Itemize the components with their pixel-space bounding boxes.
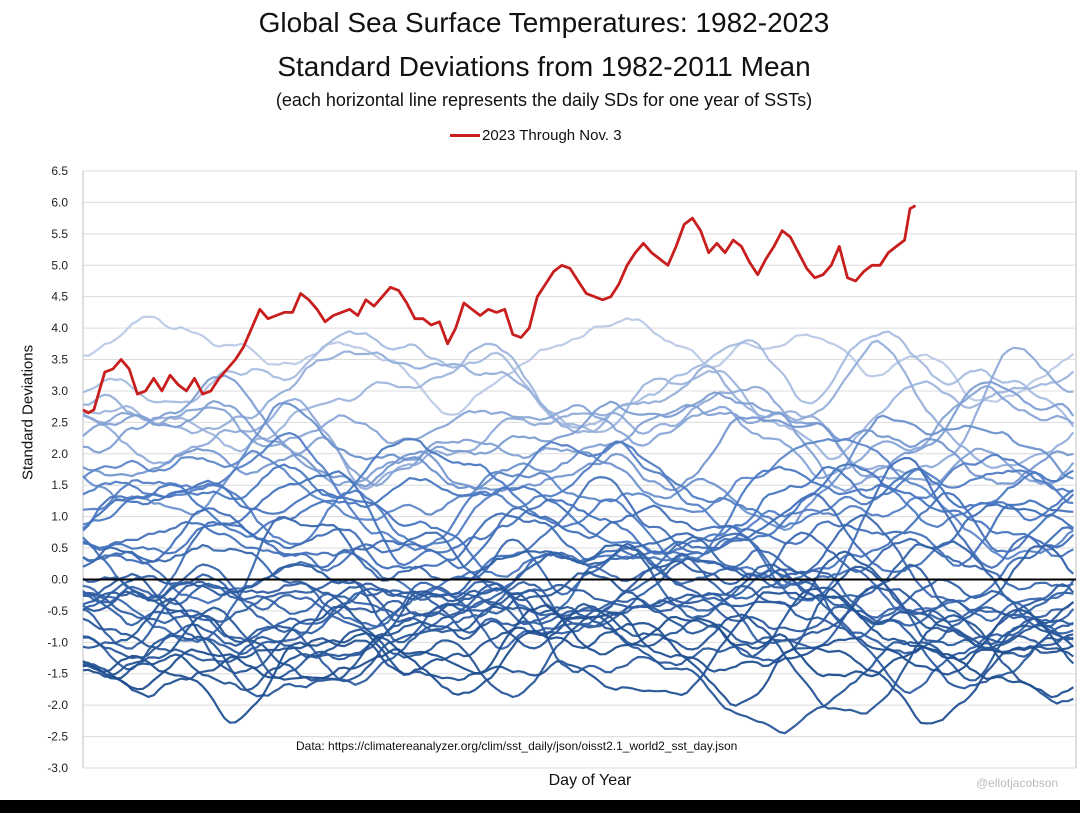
year-series-line [82,580,1074,655]
y-tick-label: 2.5 [51,415,68,429]
y-tick-label: 4.5 [51,290,68,304]
year-series-line [82,385,1074,480]
y-tick-label: 2.0 [51,447,68,461]
y-tick-label: -2.0 [47,698,68,712]
chart-subtitle: Standard Deviations from 1982-2011 Mean [277,51,811,82]
year-series-line [82,611,1074,725]
x-axis-label: Day of Year [548,772,632,789]
year-series-line [82,470,1075,587]
year-series-line [82,330,1075,429]
y-tick-label: -1.0 [47,635,68,649]
legend-label-2023: 2023 Through Nov. 3 [482,127,622,144]
year-series-line [82,402,1074,532]
year-series-line [82,582,1074,690]
year-series-line [82,339,1075,469]
y-tick-label: -3.0 [47,761,68,775]
chart-note: (each horizontal line represents the dai… [275,90,813,110]
year-series-line [82,465,1074,555]
credit: @ellotjacobson [976,776,1059,790]
year-series-line [82,374,1075,487]
y-tick-label: 3.5 [51,353,68,367]
year-series-line [82,431,1074,552]
y-tick-label: 0.0 [51,572,68,586]
chart-title: Global Sea Surface Temperatures: 1982-20… [258,7,830,38]
y-tick-label: 1.5 [51,478,68,492]
year-series-line [82,315,1075,416]
y-tick-label: -2.5 [47,730,68,744]
year-series-line [82,604,1074,699]
y-tick-label: 4.0 [51,321,68,335]
y-tick-label: 1.0 [51,510,68,524]
y-tick-label: -1.5 [47,667,68,681]
year-series-line [82,621,1074,724]
series-2023-line [82,204,917,415]
year-series-line [82,531,1074,628]
y-tick-label: 5.0 [51,258,68,272]
data-source: Data: https://climatereanalyzer.org/clim… [296,739,738,753]
y-axis-label: Standard Deviations [19,344,37,480]
year-series-line [82,550,1074,646]
bottom-bar [0,800,1080,813]
year-series-line [82,416,1074,493]
year-series-line [82,476,1074,597]
legend: 2023 Through Nov. 3 [450,127,622,144]
y-tick-label: 3.0 [51,384,68,398]
y-tick-label: 6.0 [51,195,68,209]
year-series-line [82,586,1074,698]
y-tick-label: 5.5 [51,227,68,241]
year-series-line [82,591,1075,697]
y-tick-label: -0.5 [47,604,68,618]
year-series-line [82,570,1074,663]
y-tick-label: 6.5 [51,164,68,178]
legend-swatch-2023 [450,134,480,137]
year-series-line [82,597,1075,735]
y-tick-label: 0.5 [51,541,68,555]
